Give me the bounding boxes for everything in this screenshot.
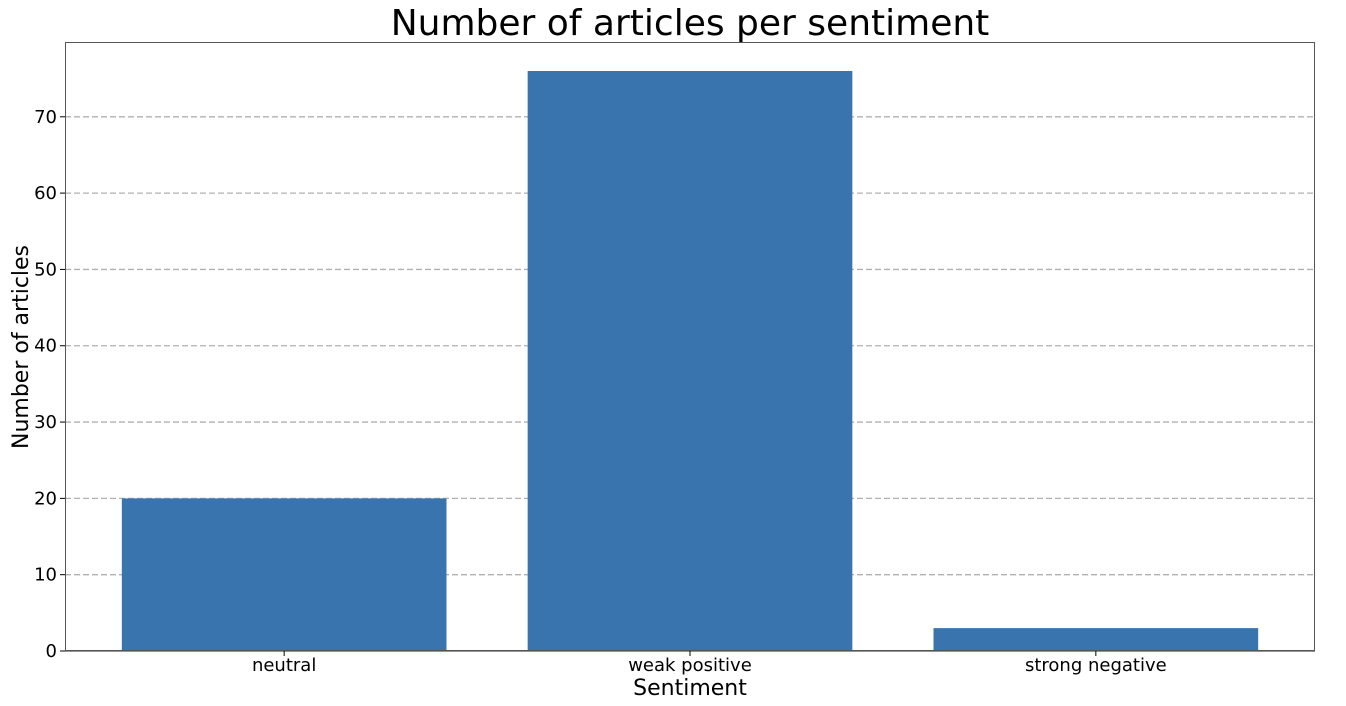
x-tick-label: neutral: [252, 655, 316, 676]
bar: [527, 71, 853, 651]
y-tick-label: 10: [34, 565, 57, 586]
bar: [933, 628, 1259, 651]
x-tick-label: strong negative: [1025, 655, 1167, 676]
chart-title: Number of articles per sentiment: [391, 3, 990, 44]
y-tick-label: 20: [34, 488, 57, 509]
y-tick-label: 60: [34, 183, 57, 204]
y-axis-label: Number of articles: [9, 245, 34, 449]
y-tick-label: 70: [34, 107, 57, 128]
y-axis-ticks: 0 10 20 30 40 50 60 70: [34, 107, 65, 662]
y-tick-label: 50: [34, 259, 57, 280]
x-axis-ticks: neutral weak positive strong negative: [252, 651, 1167, 676]
y-tick-label: 30: [34, 412, 57, 433]
y-tick-label: 40: [34, 336, 57, 357]
x-tick-label: weak positive: [628, 655, 752, 676]
x-axis-label: Sentiment: [633, 676, 747, 701]
y-tick-label: 0: [46, 641, 57, 662]
bars: [121, 71, 1259, 651]
bar: [121, 498, 447, 651]
